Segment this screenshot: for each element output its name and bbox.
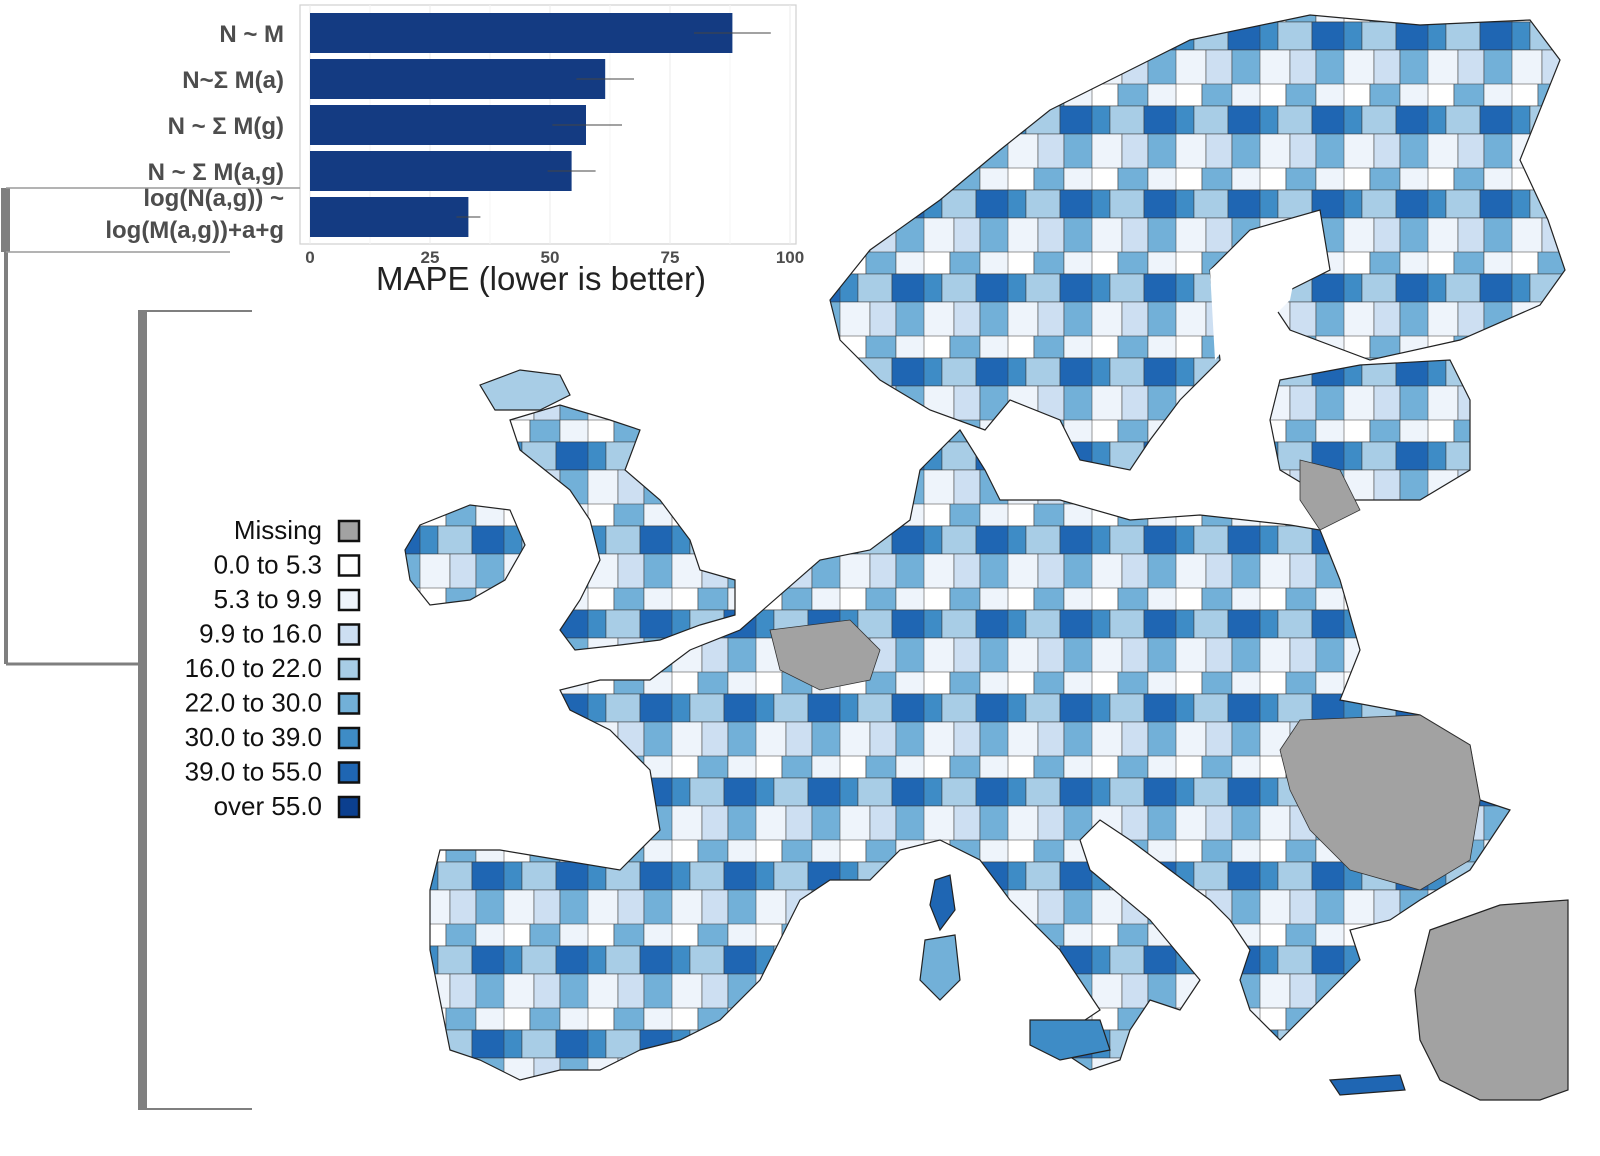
- category-label: N ~ Σ M(a,g): [148, 159, 284, 186]
- missing-poland-region: [1299, 459, 1361, 531]
- missing-central-region: [769, 619, 881, 691]
- legend-swatch: [337, 623, 361, 646]
- category-label: N~Σ M(a): [182, 67, 284, 94]
- legend-label: 39.0 to 55.0: [185, 757, 322, 787]
- legend-label: 0.0 to 5.3: [214, 550, 322, 580]
- legend-label: 9.9 to 16.0: [199, 619, 322, 649]
- category-labels: N ~ M N~Σ M(a) N ~ Σ M(g) N ~ Σ M(a,g)log(N…: [105, 21, 284, 244]
- baltic-sea: [1210, 235, 1300, 360]
- iceland-region: [479, 369, 571, 411]
- legend-label: over 55.0: [214, 791, 322, 821]
- crete-region: [1328, 1074, 1406, 1096]
- missing-balkan-region: [1279, 714, 1481, 891]
- legend-swatch: [337, 554, 361, 577]
- mape-bar-chart: N ~ M N~Σ M(a) N ~ Σ M(g) N ~ Σ M(a,g)log(N…: [105, 4, 804, 297]
- legend-label: 22.0 to 30.0: [185, 688, 322, 718]
- mainland-region: [429, 429, 1511, 1081]
- legend-label: 16.0 to 22.0: [185, 653, 322, 683]
- legend-label: 30.0 to 39.0: [185, 722, 322, 752]
- x-tick-label: 100: [776, 248, 804, 267]
- bar: [310, 105, 586, 145]
- bars-layer: [310, 13, 733, 237]
- x-tick-label: 0: [305, 248, 314, 267]
- legend-swatch: [337, 726, 361, 750]
- bar: [310, 151, 572, 191]
- category-label: N ~ M: [219, 21, 284, 48]
- x-tick-label: 25: [421, 248, 440, 267]
- category-label: N ~ Σ M(g): [168, 113, 284, 140]
- bar: [310, 197, 469, 237]
- corsica-region: [929, 874, 956, 932]
- legend-swatch: [337, 692, 361, 715]
- category-label: log(N(a,g)) ~ log(M(a,g))+a+g: [105, 185, 284, 244]
- legend-swatch: [337, 588, 361, 612]
- scandinavia-region: [829, 14, 1566, 471]
- error-bars-layer: [456, 32, 771, 218]
- legend-swatch: [337, 761, 361, 784]
- legend-swatch: [337, 519, 361, 543]
- britain-region: [509, 404, 736, 651]
- x-tick-label: 75: [661, 248, 680, 267]
- legend-swatch: [337, 657, 361, 681]
- turkey-region: [1414, 899, 1569, 1101]
- ireland-region: [404, 504, 526, 606]
- x-tick-label: 50: [541, 248, 560, 267]
- x-axis-title: MAPE (lower is better): [376, 260, 706, 297]
- sicily-region: [1029, 1019, 1111, 1061]
- legend-swatch: [337, 795, 361, 819]
- bar: [310, 59, 606, 99]
- choropleth-legend: Missing 0.0 to 5.3 5.3 to 9.9 9.9 to 16.0 16…: [185, 515, 361, 821]
- sardinia-region: [919, 934, 961, 1001]
- bar: [310, 13, 733, 53]
- legend-label: Missing: [234, 515, 322, 545]
- legend-label: 5.3 to 9.9: [214, 584, 322, 614]
- x-tick-labels: 0 25 50 75 100: [305, 248, 804, 267]
- bracket-lines: [1, 187, 300, 1110]
- europe-choropleth-map: [404, 14, 1569, 1101]
